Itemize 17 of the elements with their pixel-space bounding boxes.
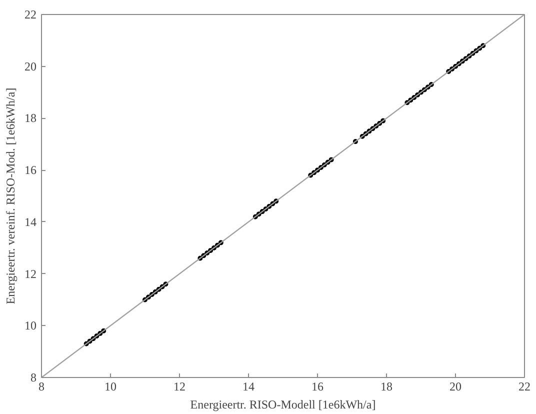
- y-axis-title: Energieertr. vereinf. RISO-Mod. [1e6kWh/a]: [4, 88, 18, 304]
- x-tick-label: 20: [450, 380, 462, 394]
- y-tick-label: 20: [24, 59, 36, 74]
- x-tick-label: 14: [242, 380, 254, 394]
- x-tick-label: 16: [312, 380, 324, 394]
- x-axis-title: Energieertr. RISO-Modell [1e6kWh/a]: [190, 398, 376, 412]
- x-tick-label: 12: [174, 380, 186, 394]
- x-tick-label: 10: [104, 380, 116, 394]
- x-tick-label: 18: [380, 380, 392, 394]
- y-tick-label: 12: [24, 266, 36, 281]
- y-tick-label: 14: [24, 214, 36, 229]
- y-tick-label: 16: [24, 163, 36, 178]
- y-tick-label: 18: [24, 111, 36, 126]
- y-tick-label: 8: [30, 370, 36, 384]
- y-tick-label: 10: [24, 318, 36, 333]
- y-tick-label: 22: [24, 8, 36, 22]
- x-tick-label: 22: [518, 380, 530, 394]
